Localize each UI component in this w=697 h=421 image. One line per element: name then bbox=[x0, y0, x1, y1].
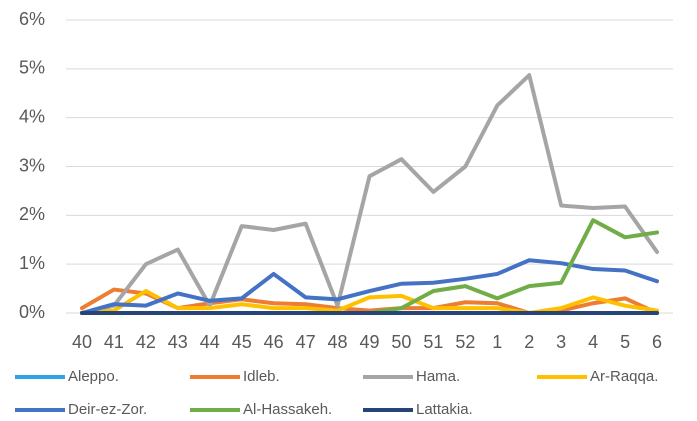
series-line bbox=[79, 73, 660, 315]
legend-label: Deir-ez-Zor. bbox=[68, 401, 147, 418]
x-tick-label: 6 bbox=[652, 332, 662, 352]
x-tick-label: 42 bbox=[136, 332, 156, 352]
x-tick-label: 5 bbox=[620, 332, 630, 352]
x-tick-label: 3 bbox=[556, 332, 566, 352]
x-tick-label: 44 bbox=[200, 332, 220, 352]
x-tick-label: 43 bbox=[168, 332, 188, 352]
x-tick-label: 40 bbox=[72, 332, 92, 352]
legend-label: Al-Hassakeh. bbox=[243, 401, 332, 418]
series-line bbox=[79, 289, 660, 315]
legend-label: Ar-Raqqa. bbox=[590, 368, 658, 385]
x-tick-label: 47 bbox=[296, 332, 316, 352]
x-tick-label: 49 bbox=[359, 332, 379, 352]
legend-label: Idleb. bbox=[243, 368, 280, 385]
legend-label: Lattakia. bbox=[416, 401, 473, 418]
x-tick-label: 1 bbox=[492, 332, 502, 352]
x-tick-label: 50 bbox=[391, 332, 411, 352]
y-tick-label: 1% bbox=[19, 253, 45, 273]
y-tick-label: 5% bbox=[19, 58, 45, 78]
series-line bbox=[79, 258, 660, 315]
x-tick-label: 2 bbox=[524, 332, 534, 352]
y-tick-label: 2% bbox=[19, 204, 45, 224]
legend-label: Hama. bbox=[416, 368, 460, 385]
legend-label: Aleppo. bbox=[68, 368, 119, 385]
x-tick-label: 4 bbox=[588, 332, 598, 352]
x-tick-label: 45 bbox=[232, 332, 252, 352]
x-tick-label: 41 bbox=[104, 332, 124, 352]
y-tick-label: 0% bbox=[19, 302, 45, 322]
x-tick-label: 46 bbox=[264, 332, 284, 352]
x-tick-label: 51 bbox=[423, 332, 443, 352]
x-tick-label: 52 bbox=[455, 332, 475, 352]
x-tick-label: 48 bbox=[328, 332, 348, 352]
y-tick-label: 6% bbox=[19, 9, 45, 29]
y-tick-label: 4% bbox=[19, 106, 45, 126]
y-tick-label: 3% bbox=[19, 155, 45, 175]
